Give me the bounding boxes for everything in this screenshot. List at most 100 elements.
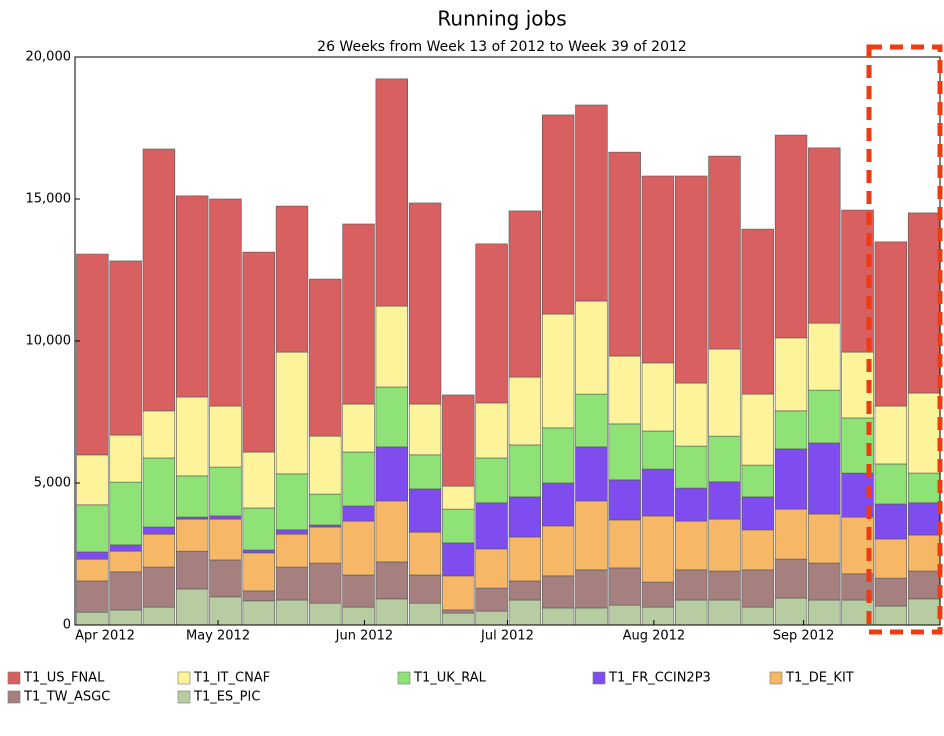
bar-segment xyxy=(541,482,575,527)
bar-segment xyxy=(774,558,808,599)
bar-segment xyxy=(575,446,608,502)
y-tick-label: 20,000 xyxy=(26,50,72,65)
bar-segment xyxy=(608,519,641,569)
y-tick-label: 10,000 xyxy=(26,334,72,349)
bar-segment xyxy=(142,457,176,528)
bar-segment xyxy=(708,435,741,483)
bar-segment xyxy=(874,605,908,626)
bar-segment xyxy=(442,575,475,611)
bar-segment xyxy=(508,580,542,601)
bar-segment xyxy=(675,569,708,601)
bar-segment xyxy=(641,175,675,364)
legend-label: T1_FR_CCIN2P3 xyxy=(608,671,711,686)
bar-segment xyxy=(142,606,176,626)
bar-segment xyxy=(475,457,508,504)
bar-segment xyxy=(575,393,608,448)
bar-segment xyxy=(774,508,808,560)
bar-segment xyxy=(408,403,442,456)
x-tick-label: May 2012 xyxy=(186,629,250,644)
bar-segment xyxy=(641,581,675,608)
bar-segment xyxy=(774,410,808,450)
bar-segment xyxy=(575,104,608,302)
bar-segment xyxy=(874,463,908,505)
bar-segment xyxy=(142,148,176,412)
bar-segment xyxy=(475,243,508,404)
bar-segment xyxy=(708,481,741,520)
bar-segment xyxy=(176,518,209,552)
legend-swatch xyxy=(592,671,606,685)
bar-segment xyxy=(408,454,442,490)
bar-segment xyxy=(575,569,608,609)
bar-segment xyxy=(176,396,209,477)
bar-segment xyxy=(675,599,708,626)
bar-segment xyxy=(774,134,808,339)
bar-segment xyxy=(708,348,741,437)
bar-segment xyxy=(907,570,941,600)
bar-segment xyxy=(408,574,442,604)
y-tick-label: 0 xyxy=(63,618,71,633)
bar-segment xyxy=(109,609,142,626)
bar-segment xyxy=(741,228,774,395)
bar-segment xyxy=(508,599,542,626)
bar-segment xyxy=(708,518,741,572)
bar-segment xyxy=(176,475,209,518)
bar-segment xyxy=(541,525,575,577)
bar-segment xyxy=(209,559,242,598)
bar-segment xyxy=(608,479,641,521)
bar-segment xyxy=(342,606,375,626)
legend-label: T1_US_FNAL xyxy=(23,671,105,686)
bar-segment xyxy=(109,481,142,546)
legend-swatch xyxy=(7,671,21,685)
legend-label: T1_TW_ASGC xyxy=(23,690,110,705)
bar-segment xyxy=(475,402,508,459)
bar-segment xyxy=(275,473,309,531)
bar-segment xyxy=(741,393,774,466)
bar-segment xyxy=(275,566,309,601)
bar-segment xyxy=(907,598,941,626)
bar-segment xyxy=(874,241,908,407)
bar-segment xyxy=(774,337,808,412)
legend-swatch xyxy=(177,671,191,685)
legend-swatch xyxy=(769,671,783,685)
bar-segment xyxy=(209,466,242,517)
bar-segment xyxy=(442,394,475,487)
bar-segment xyxy=(508,536,542,582)
bar-segment xyxy=(109,550,142,573)
bar-segment xyxy=(808,442,841,515)
bar-segment xyxy=(342,451,375,507)
x-tick-label: Jun 2012 xyxy=(335,629,394,644)
bar-segment xyxy=(741,529,774,571)
y-tick-label: 5,000 xyxy=(34,476,71,491)
bar-segment xyxy=(608,567,641,606)
bar-segment xyxy=(541,114,575,315)
bar-segment xyxy=(375,561,408,600)
bar-segment xyxy=(275,599,309,626)
bar-segment xyxy=(109,571,142,611)
bar-segment xyxy=(741,569,774,608)
bar-segment xyxy=(209,198,242,407)
bar-segment xyxy=(309,278,342,437)
bar-segment xyxy=(874,503,908,540)
bar-segment xyxy=(508,210,542,378)
bar-segment xyxy=(442,508,475,544)
bar-segment xyxy=(242,600,275,626)
bar-segment xyxy=(741,464,774,498)
bar-segment xyxy=(176,550,209,590)
bar-segment xyxy=(309,435,342,495)
bar-segment xyxy=(76,551,109,560)
bar-segment xyxy=(774,448,808,510)
bar-segment xyxy=(408,531,442,576)
bar-segment xyxy=(142,526,176,535)
bar-segment xyxy=(675,445,708,489)
bar-segment xyxy=(808,147,841,324)
bar-segment xyxy=(575,500,608,571)
bar-segment xyxy=(375,305,408,388)
bar-segment xyxy=(309,526,342,564)
bar-segment xyxy=(142,566,176,608)
x-tick-label: Apr 2012 xyxy=(75,629,135,644)
bar-segment xyxy=(541,607,575,626)
bar-segment xyxy=(808,562,841,601)
chart-title: Running jobs xyxy=(437,7,566,31)
bar-segment xyxy=(907,392,941,474)
bar-segment xyxy=(76,558,109,582)
